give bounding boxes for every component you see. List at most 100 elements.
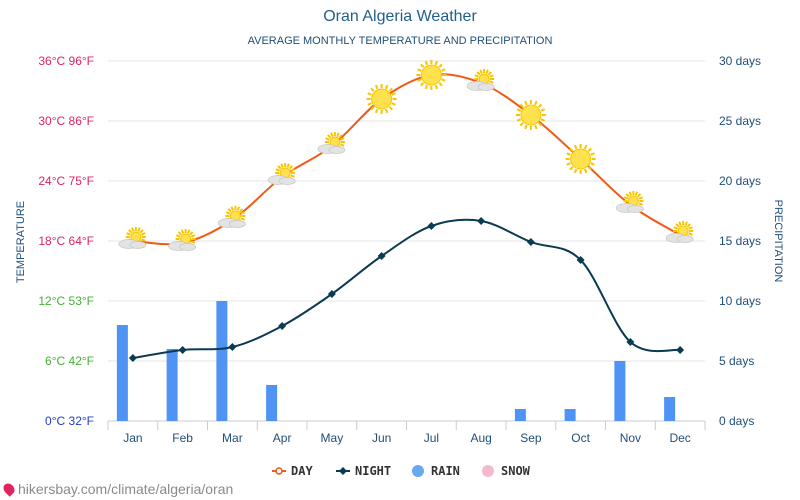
sun-ray (290, 174, 295, 178)
x-tick-label-7: Aug (470, 431, 491, 445)
x-tick-label-5: Jun (372, 431, 391, 445)
sun-ray (141, 232, 146, 236)
right-tick-label-2: 10 days (719, 294, 761, 308)
sun-ray (590, 162, 595, 166)
sun-ray (374, 108, 379, 114)
sun-ray (438, 63, 443, 68)
sun-icon-9 (565, 144, 596, 174)
partly-cloudy-icon-3 (267, 163, 296, 185)
legend-item-day[interactable]: DAY (272, 464, 313, 478)
sun-ray (524, 124, 528, 130)
sun-ray (340, 137, 345, 141)
legend-label-snow: SNOW (501, 464, 531, 478)
sun-ray (290, 168, 295, 172)
sun-disc (420, 64, 442, 86)
chart-title: Oran Algeria Weather (323, 8, 477, 25)
rain-bar-10 (614, 361, 626, 421)
sun-ray (230, 206, 235, 211)
sun-ray (434, 84, 439, 90)
x-tick-label-4: May (321, 431, 344, 445)
x-tick-label-9: Oct (571, 431, 590, 445)
location-pin-icon (1, 481, 17, 497)
night-point-7 (477, 217, 486, 225)
sun-ray (434, 60, 439, 66)
right-tick-label-1: 5 days (719, 354, 754, 368)
legend-label-night: NIGHT (355, 464, 391, 478)
sun-ray (516, 108, 522, 112)
sun-ray (573, 168, 578, 174)
chart-subtitle: AVERAGE MONTHLY TEMPERATURE AND PRECIPIT… (247, 35, 553, 47)
legend-circle-rain (412, 465, 424, 477)
sun-ray (374, 84, 379, 90)
sun-ray (280, 163, 284, 168)
legend-circle-snow (482, 465, 494, 477)
sun-ray (516, 118, 522, 122)
rain-bar-1 (166, 349, 178, 421)
sun-ray (388, 106, 393, 111)
sun-ray (275, 168, 280, 172)
night-point-2 (228, 343, 237, 351)
partly-cloudy-icon-2 (217, 206, 246, 228)
left-tick-label-3: 18°C 64°F (38, 234, 94, 248)
sun-ray (417, 68, 422, 72)
cloud-shape (328, 146, 346, 154)
rain-bar-8 (514, 409, 526, 421)
sun-ray (686, 223, 691, 228)
sun-ray (519, 122, 524, 127)
legend-item-night[interactable]: NIGHT (336, 464, 391, 478)
rain-bar-2 (216, 301, 228, 421)
cloud-shape (278, 177, 296, 185)
sun-ray (485, 69, 489, 74)
left-axis-title: TEMPERATURE (15, 201, 27, 283)
x-tick-label-10: Nov (620, 431, 641, 445)
partly-cloudy-icon-11 (665, 221, 694, 243)
sun-ray (634, 191, 639, 196)
sun-ray (534, 100, 538, 106)
legend-item-snow[interactable]: SNOW (482, 464, 531, 478)
sun-ray (325, 137, 330, 141)
sun-ray (474, 74, 479, 78)
x-tick-label-0: Jan (123, 431, 142, 445)
sun-ray (583, 144, 588, 150)
watermark-text: hikersbay.com/climate/algeria/oran (18, 481, 234, 497)
sun-ray (128, 229, 133, 234)
sun-ray (534, 124, 538, 130)
sun-ray (137, 227, 141, 232)
sun-ray (675, 223, 680, 228)
sun-ray (420, 63, 425, 68)
sun-ray (338, 134, 343, 139)
sun-ray (391, 102, 396, 106)
sun-ray (638, 196, 643, 200)
sun-ray (569, 166, 574, 171)
watermark[interactable]: hikersbay.com/climate/algeria/oran (1, 481, 234, 497)
partly-cloudy-icon-1 (168, 229, 197, 251)
sun-ray (625, 193, 630, 198)
sun-ray (441, 78, 446, 82)
partly-cloudy-icon-10 (615, 191, 644, 213)
sun-ray (537, 103, 543, 108)
sun-ray (590, 152, 595, 156)
sun-ray (388, 87, 393, 92)
sun-ray (420, 82, 425, 87)
sun-ray (566, 152, 571, 156)
right-tick-label-6: 30 days (719, 54, 761, 68)
left-tick-label-6: 36°C 96°F (38, 54, 94, 68)
sun-ray (441, 68, 446, 72)
sun-ray (391, 92, 396, 96)
cloud-shape (626, 205, 644, 213)
sun-ray (673, 226, 678, 230)
sun-ray (573, 144, 578, 150)
rain-bar-3 (266, 385, 278, 421)
sun-ray (417, 78, 422, 82)
sun-disc (520, 104, 542, 126)
partly-cloudy-icon-0 (118, 227, 147, 249)
right-tick-label-4: 20 days (719, 174, 761, 188)
sun-ray (238, 208, 244, 213)
sun-disc (570, 148, 592, 170)
night-point-11 (676, 346, 685, 354)
cloud-shape (228, 220, 246, 228)
legend-item-rain[interactable]: RAIN (412, 464, 460, 478)
sun-ray (636, 193, 642, 198)
night-point-10 (626, 338, 635, 346)
sun-icon-8 (515, 100, 546, 130)
